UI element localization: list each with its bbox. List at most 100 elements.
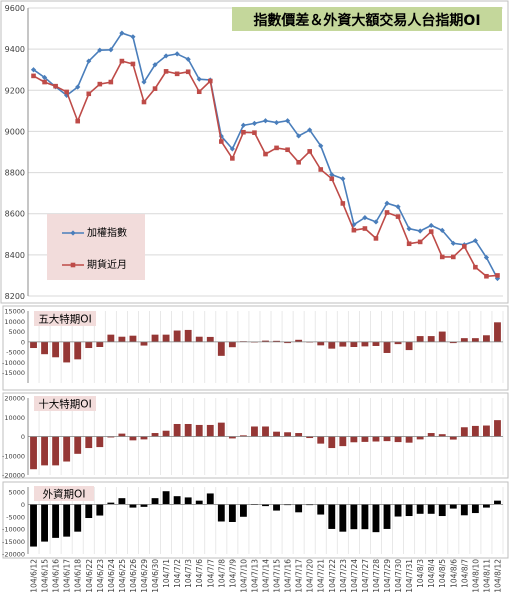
bar [328,504,336,529]
taiex-point [41,74,48,81]
bar-panel-y-tick-label: -10000 [2,526,25,534]
futures-point [97,81,103,87]
bar [394,504,402,517]
bar [251,426,258,437]
legend-label-taiex: 加權指數 [87,226,127,239]
bar [361,436,369,442]
x-date-label: 104/6/15 [41,559,50,593]
taiex-point [450,240,456,246]
line-chart-y-tick-label: 8200 [5,292,25,301]
x-date-label: 104/7/8 [217,559,226,588]
line-chart-y-tick-label: 9400 [5,45,25,54]
legend-box [47,214,145,280]
bar [350,341,358,347]
bar [129,436,137,441]
bar [438,331,446,342]
futures-point [196,89,202,95]
bar [206,336,214,342]
bar [273,504,280,511]
x-date-label: 104/6/18 [74,559,83,593]
legend-marker-futures [70,262,76,268]
bar [449,436,457,440]
bar [262,504,269,507]
taiex-point [362,215,368,221]
bar [63,504,71,537]
bar [339,504,347,532]
bar [460,338,468,342]
bar [217,504,225,522]
x-date-label: 104/7/1 [162,559,171,588]
bar [416,504,424,514]
bar-panel-label-box [34,396,96,411]
bar [118,433,126,437]
x-date-label: 104/7/27 [361,559,370,593]
taiex-point [174,51,180,57]
bar-panel-y-tick-label: -15000 [2,538,25,546]
x-date-label: 104/7/10 [239,559,248,593]
taiex-point [163,53,169,59]
bar [295,433,303,437]
bar [394,436,402,443]
legend-label-futures: 期貨近月 [87,258,127,271]
bar [30,341,37,349]
futures-point [252,130,257,135]
bar [361,504,369,530]
bar [30,436,37,470]
x-date-label: 104/7/21 [317,559,326,593]
x-date-label: 104/8/10 [471,559,480,593]
taiex-point [406,226,412,232]
x-date-label: 104/7/14 [262,559,271,593]
futures-point [230,156,235,161]
taiex-point [318,143,324,149]
futures-point [351,227,357,233]
futures-point [439,254,445,260]
x-date-label: 104/6/24 [107,559,116,593]
line-chart-y-tick-label: 9600 [5,4,25,13]
bar [184,329,192,342]
x-date-label: 104/7/16 [284,559,293,593]
bar [328,436,336,449]
x-date-label: 104/7/20 [306,559,315,593]
bar-panel-title: 外資期OI [43,489,86,501]
bar [405,436,413,443]
taiex-point [262,118,269,124]
bar-panel-y-tick-label: 20000 [4,395,25,403]
bar-panel-label-box [34,311,96,326]
futures-point [152,86,158,91]
x-date-label: 104/7/15 [273,559,282,593]
x-date-label: 104/6/23 [96,559,105,593]
x-date-label: 104/7/23 [339,559,348,593]
x-date-label: 104/8/3 [416,559,425,588]
bar-panel-title: 十大特期OI [38,398,91,411]
futures-point [462,244,467,249]
bar [317,341,325,346]
bar [52,436,60,466]
bar-panel-y-tick-label: 0 [21,433,25,441]
taiex-point [384,200,390,206]
bar [129,335,137,342]
bar-panel-y-tick-label: 15000 [4,308,25,316]
taiex-point [439,227,445,233]
bar [317,436,325,444]
bar-panel-y-tick-label: -20000 [2,472,25,480]
futures-point [450,254,456,260]
bar [295,339,303,342]
bar [162,491,170,505]
bar-panel-y-tick-label: -5000 [6,349,25,357]
bar [383,341,391,353]
futures-point [53,83,58,89]
bar [383,504,391,529]
futures-point [417,239,423,245]
legend-marker-taiex [70,230,76,236]
bar [96,436,104,448]
futures-point [340,201,346,206]
futures-point [373,236,379,241]
bar [449,341,457,344]
bar [284,432,292,437]
futures-point [329,176,335,182]
bar [284,341,292,344]
x-date-label: 104/8/6 [449,559,458,588]
bar [494,322,501,342]
bar [328,341,336,349]
futures-point [207,78,213,84]
